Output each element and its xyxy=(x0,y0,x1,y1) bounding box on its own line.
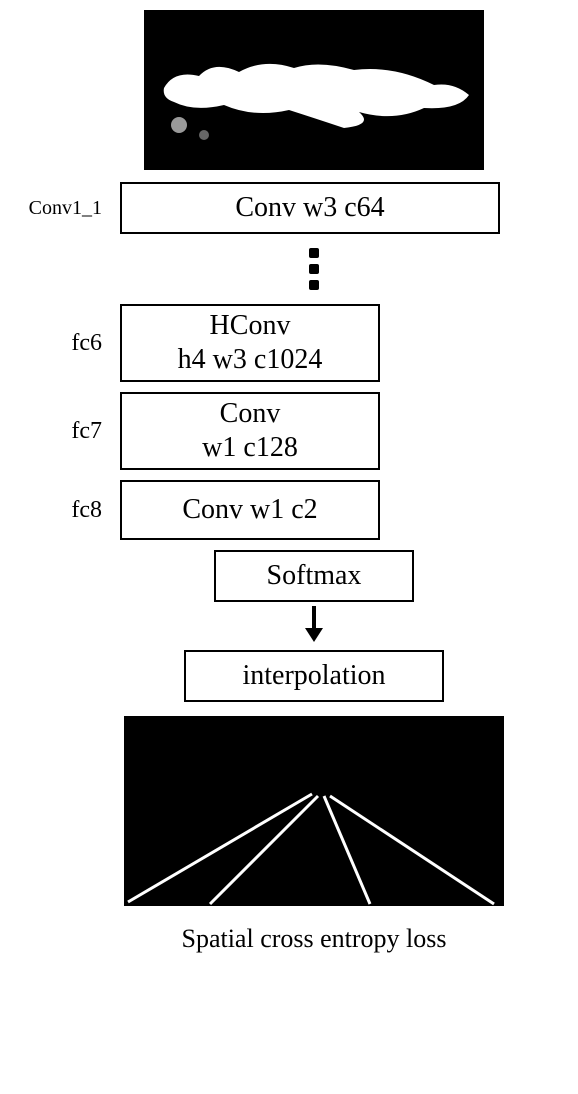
box-text-fc7-line1: Conv xyxy=(220,397,281,431)
blob-speck-1 xyxy=(171,117,187,133)
output-lanes-svg xyxy=(124,716,504,906)
dot-icon xyxy=(309,248,319,258)
box-text-fc7-line2: w1 c128 xyxy=(202,431,298,465)
layer-row-conv1_1: Conv1_1 Conv w3 c64 xyxy=(0,182,578,234)
side-label-fc6: fc6 xyxy=(0,330,120,357)
lane-line-1 xyxy=(128,794,312,902)
arrow-head xyxy=(305,628,323,642)
box-fc7: Conv w1 c128 xyxy=(120,392,380,470)
blob-speck-2 xyxy=(199,130,209,140)
diagram-container: Conv1_1 Conv w3 c64 fc6 HConv h4 w3 c102… xyxy=(0,0,578,954)
box-text-fc6-line2: h4 w3 c1024 xyxy=(178,343,323,377)
lane-line-4 xyxy=(330,796,494,904)
side-label-fc8: fc8 xyxy=(0,497,120,524)
caption-text: Spatial cross entropy loss xyxy=(181,924,446,954)
input-image xyxy=(144,10,484,170)
box-text-fc6-line1: HConv xyxy=(210,309,291,343)
box-softmax: Softmax xyxy=(214,550,414,602)
box-fc6: HConv h4 w3 c1024 xyxy=(120,304,380,382)
lane-line-2 xyxy=(210,796,318,904)
box-text-fc8: Conv w1 c2 xyxy=(182,494,317,526)
lane-line-3 xyxy=(324,796,370,904)
box-interpolation: interpolation xyxy=(184,650,444,702)
side-label-conv1_1: Conv1_1 xyxy=(0,197,120,220)
box-conv1_1: Conv w3 c64 xyxy=(120,182,500,234)
box-text-conv1_1: Conv w3 c64 xyxy=(235,192,384,224)
dot-icon xyxy=(309,280,319,290)
output-image xyxy=(124,716,504,906)
layer-row-fc6: fc6 HConv h4 w3 c1024 xyxy=(0,304,578,382)
side-label-fc7: fc7 xyxy=(0,418,120,445)
layer-row-fc8: fc8 Conv w1 c2 xyxy=(0,480,578,540)
ellipsis-dots xyxy=(309,248,319,290)
input-blob-svg xyxy=(144,10,484,170)
dot-icon xyxy=(309,264,319,274)
arrow-down-icon xyxy=(299,604,329,644)
blob-shape xyxy=(164,64,469,128)
layer-row-fc7: fc7 Conv w1 c128 xyxy=(0,392,578,470)
box-text-interpolation: interpolation xyxy=(242,660,385,692)
box-fc8: Conv w1 c2 xyxy=(120,480,380,540)
box-text-softmax: Softmax xyxy=(267,560,362,592)
